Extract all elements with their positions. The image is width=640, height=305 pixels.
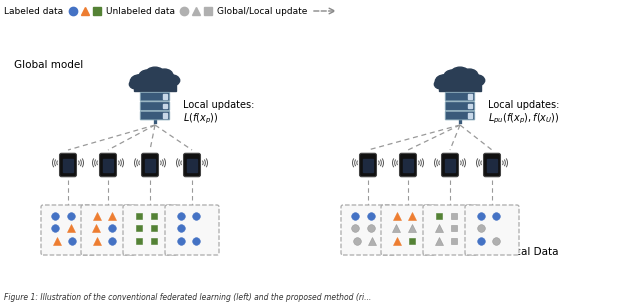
- Ellipse shape: [435, 80, 447, 89]
- FancyBboxPatch shape: [484, 153, 500, 177]
- Ellipse shape: [461, 69, 478, 82]
- Ellipse shape: [139, 70, 156, 83]
- Bar: [468, 94, 472, 99]
- FancyBboxPatch shape: [184, 153, 200, 177]
- Bar: [487, 159, 497, 172]
- Bar: [145, 159, 155, 172]
- Ellipse shape: [435, 75, 454, 88]
- FancyBboxPatch shape: [140, 92, 170, 101]
- FancyBboxPatch shape: [423, 205, 477, 255]
- FancyBboxPatch shape: [381, 205, 435, 255]
- FancyBboxPatch shape: [165, 205, 219, 255]
- Bar: [134, 80, 176, 91]
- FancyBboxPatch shape: [140, 102, 170, 110]
- FancyBboxPatch shape: [123, 205, 177, 255]
- Bar: [439, 80, 481, 91]
- Bar: [103, 159, 113, 172]
- Text: Global model: Global model: [14, 60, 83, 70]
- Text: Unlabeled data: Unlabeled data: [106, 6, 175, 16]
- FancyBboxPatch shape: [100, 153, 116, 177]
- Text: Positive Local Data: Positive Local Data: [116, 247, 214, 257]
- FancyBboxPatch shape: [141, 153, 159, 177]
- Bar: [163, 104, 167, 109]
- FancyBboxPatch shape: [465, 205, 519, 255]
- Ellipse shape: [156, 69, 173, 82]
- Text: Labeled data: Labeled data: [4, 6, 63, 16]
- Bar: [63, 159, 73, 172]
- Ellipse shape: [145, 67, 164, 81]
- Ellipse shape: [444, 70, 461, 83]
- FancyBboxPatch shape: [341, 205, 395, 255]
- Text: Local updates:
$L_{pu}(f(x_p),f(x_U))$: Local updates: $L_{pu}(f(x_p),f(x_U))$: [488, 100, 559, 126]
- FancyBboxPatch shape: [445, 92, 475, 101]
- FancyBboxPatch shape: [41, 205, 95, 255]
- Bar: [188, 159, 196, 172]
- FancyBboxPatch shape: [60, 153, 77, 177]
- FancyBboxPatch shape: [399, 153, 417, 177]
- FancyBboxPatch shape: [445, 102, 475, 110]
- Text: Figure 1: Illustration of the conventional federated learning (left) and the pro: Figure 1: Illustration of the convention…: [4, 293, 371, 303]
- Bar: [468, 113, 472, 118]
- Text: Global/Local update: Global/Local update: [217, 6, 307, 16]
- Ellipse shape: [131, 75, 149, 88]
- Bar: [163, 113, 167, 118]
- Ellipse shape: [468, 75, 484, 86]
- FancyBboxPatch shape: [81, 205, 135, 255]
- Text: Positive and Unlabeled Local Data: Positive and Unlabeled Local Data: [381, 247, 559, 257]
- FancyBboxPatch shape: [442, 153, 458, 177]
- Text: Local updates:
$L(f(x_p))$: Local updates: $L(f(x_p))$: [183, 100, 254, 126]
- Bar: [163, 94, 167, 99]
- FancyBboxPatch shape: [360, 153, 376, 177]
- Bar: [468, 104, 472, 109]
- Ellipse shape: [451, 67, 470, 81]
- Ellipse shape: [129, 80, 143, 89]
- Bar: [445, 159, 454, 172]
- Ellipse shape: [163, 75, 180, 86]
- Bar: [403, 159, 413, 172]
- Bar: [364, 159, 372, 172]
- FancyBboxPatch shape: [140, 111, 170, 120]
- FancyBboxPatch shape: [445, 111, 475, 120]
